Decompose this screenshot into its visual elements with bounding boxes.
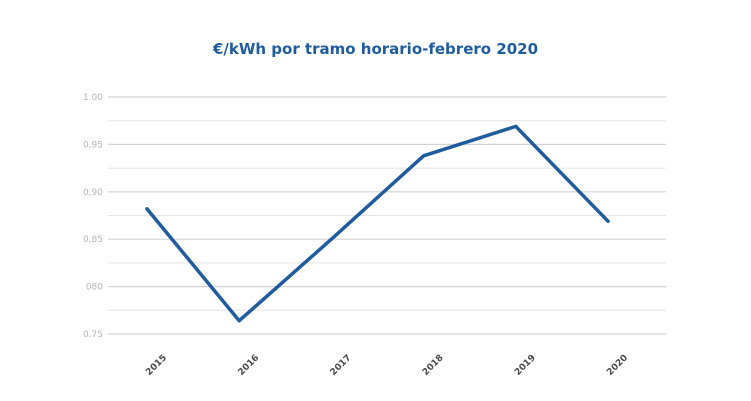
x-tick-label: 2020	[605, 353, 630, 378]
y-tick-label: 0,90	[83, 188, 103, 198]
data-point	[514, 124, 518, 128]
y-tick-label: 0,95	[83, 140, 103, 150]
x-tick-label: 2018	[421, 353, 446, 378]
series-line	[145, 124, 610, 323]
x-tick-label: 2016	[237, 353, 262, 378]
x-tick-label: 2015	[144, 353, 169, 378]
x-tick-label: 2019	[513, 353, 538, 378]
chart-title: €/kWh por tramo horario-febrero 2020	[212, 40, 539, 58]
y-tick-label: 0.75	[83, 330, 103, 340]
data-point	[422, 154, 426, 158]
data-point	[145, 207, 149, 211]
data-point	[606, 219, 610, 223]
data-point	[237, 319, 241, 323]
y-tick-label: 0,85	[83, 235, 103, 245]
y-tick-label: 1.00	[83, 93, 103, 103]
x-tick-label: 2017	[329, 353, 354, 378]
data-point	[329, 237, 333, 241]
y-tick-label: 080	[86, 283, 103, 293]
